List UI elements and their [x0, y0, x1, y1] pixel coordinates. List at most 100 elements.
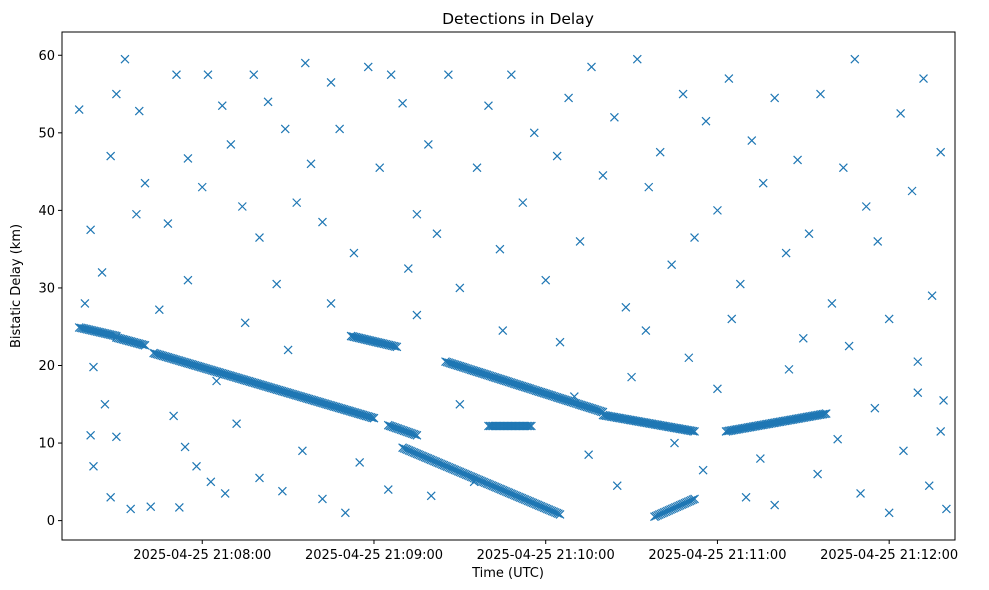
x-tick-label: 2025-04-25 21:08:00 — [133, 548, 271, 563]
data-point — [300, 58, 310, 68]
track-point — [468, 365, 477, 375]
track-point — [552, 392, 562, 402]
data-point — [89, 362, 98, 372]
data-point — [936, 426, 946, 436]
data-point — [131, 209, 141, 219]
data-point — [495, 244, 505, 254]
track-point — [406, 428, 415, 438]
track-point — [525, 384, 535, 394]
data-point — [484, 101, 493, 111]
track-point — [574, 399, 584, 409]
track-point — [585, 403, 595, 413]
data-point — [684, 353, 694, 363]
track-point — [526, 384, 536, 394]
data-point — [412, 310, 422, 320]
data-point — [667, 260, 677, 270]
data-point — [913, 388, 923, 398]
data-point — [277, 486, 287, 496]
track-point — [577, 400, 587, 410]
data-point — [813, 469, 823, 479]
track-point — [569, 398, 579, 408]
track-point — [480, 369, 490, 379]
data-point — [758, 178, 768, 188]
track-point — [452, 360, 462, 370]
data-point — [134, 106, 144, 116]
data-point — [412, 209, 422, 219]
track-point — [393, 424, 403, 434]
track-point — [550, 392, 560, 402]
track-point — [561, 395, 571, 405]
data-point — [326, 299, 336, 308]
data-point — [237, 202, 247, 211]
data-point — [850, 54, 860, 64]
data-point — [212, 376, 221, 386]
data-point — [403, 264, 413, 273]
track-point — [690, 426, 699, 436]
data-point — [432, 229, 442, 239]
track-point — [528, 385, 538, 395]
data-point — [781, 248, 791, 258]
track-point — [554, 393, 563, 403]
track-point — [453, 361, 463, 371]
data-point — [172, 70, 181, 80]
track-point — [558, 394, 568, 404]
track-point — [499, 376, 509, 385]
chart-title: Detections in Delay — [442, 10, 594, 28]
track-point — [821, 409, 831, 419]
data-point — [552, 151, 562, 161]
data-point — [240, 318, 250, 328]
track-point — [388, 422, 398, 432]
data-point — [724, 74, 734, 83]
data-point — [232, 419, 242, 429]
track-point — [507, 378, 517, 388]
data-point — [873, 236, 883, 246]
data-point — [272, 279, 282, 289]
track-point — [576, 400, 586, 410]
track-point — [466, 365, 476, 375]
track-point — [517, 381, 527, 391]
data-point — [89, 461, 98, 471]
y-tick-label: 60 — [38, 49, 55, 64]
data-point — [644, 182, 654, 192]
track-point — [509, 379, 519, 388]
track-point — [547, 391, 557, 401]
data-point — [833, 434, 843, 444]
data-point — [335, 124, 345, 134]
data-point — [111, 432, 121, 442]
track-point — [549, 391, 559, 401]
track-point — [498, 375, 508, 385]
y-tick-label: 40 — [38, 204, 55, 219]
data-point — [919, 74, 928, 83]
track-point — [544, 390, 554, 400]
track-point — [533, 386, 543, 396]
x-tick-label: 2025-04-25 21:12:00 — [820, 548, 958, 563]
data-point — [907, 186, 917, 196]
data-point — [183, 275, 193, 285]
data-point — [326, 77, 336, 87]
track-point — [519, 382, 528, 391]
data-point — [111, 89, 121, 99]
track-point — [555, 509, 565, 519]
data-point — [587, 62, 596, 72]
x-axis-label: Time (UTC) — [471, 566, 544, 581]
x-tick-label: 2025-04-25 21:11:00 — [648, 548, 786, 563]
track-point — [412, 430, 422, 440]
track-point — [398, 425, 408, 435]
track-point — [409, 429, 419, 439]
data-point — [884, 314, 894, 324]
data-point — [575, 236, 585, 246]
track-point — [449, 359, 458, 369]
data-point — [283, 345, 293, 355]
track-point — [536, 387, 546, 397]
track-point — [539, 388, 549, 398]
data-point — [670, 438, 679, 448]
data-point — [804, 229, 814, 239]
track-point — [588, 404, 598, 414]
data-point — [816, 89, 825, 99]
data-point — [349, 248, 359, 258]
data-point — [598, 171, 608, 180]
track-point — [450, 360, 460, 370]
track-point — [514, 380, 524, 390]
data-point — [106, 492, 116, 502]
